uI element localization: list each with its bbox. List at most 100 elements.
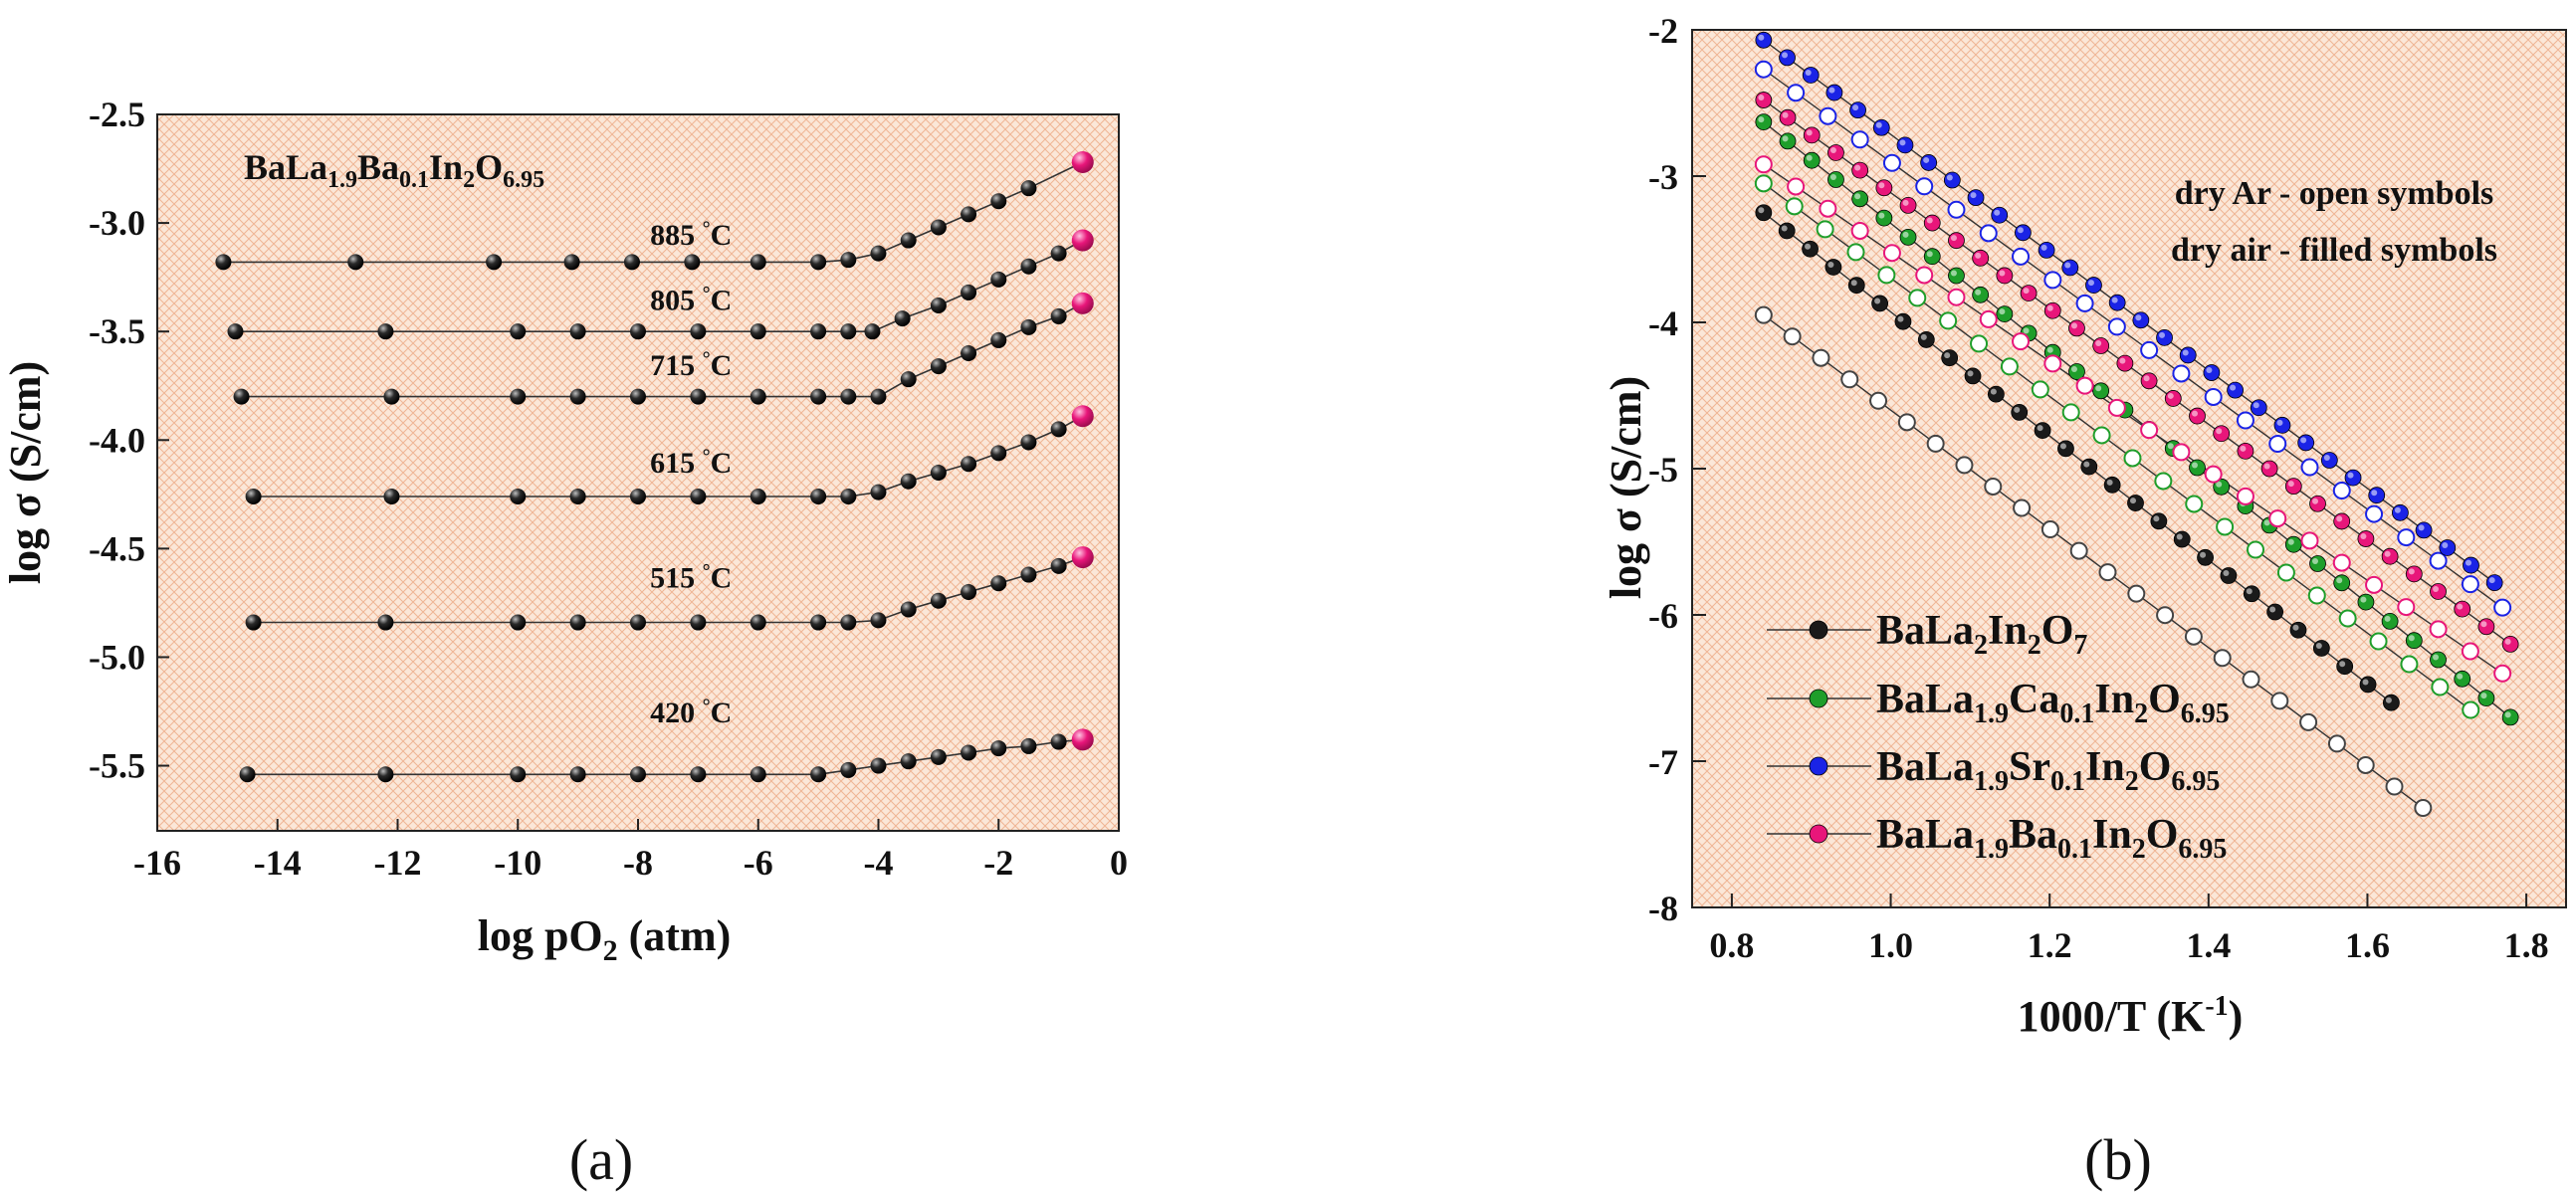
data-point-air (1803, 126, 1821, 144)
point-highlight (2240, 445, 2247, 452)
data-point-ar (2156, 606, 2175, 625)
data-point-air (2485, 574, 2503, 592)
data-point-ar (1787, 84, 1806, 102)
data-point-air (2068, 319, 2085, 337)
data-point-ar (1915, 266, 1934, 285)
data-point (690, 323, 707, 340)
data-point-ar (1754, 155, 1773, 174)
legend-label: BaLa1.9Ca0.1In2O6.95 (1876, 677, 2230, 729)
point-highlight (2059, 443, 2066, 450)
point-highlight (2287, 481, 2294, 488)
point-highlight (1758, 116, 1765, 123)
point-highlight (2336, 577, 2343, 584)
point-highlight (2083, 461, 2090, 468)
data-point-air (2020, 285, 2038, 302)
data-point-air (2043, 301, 2061, 319)
data-point-air (1778, 222, 1796, 240)
data-point (840, 323, 857, 340)
data-point-air (2173, 530, 2191, 548)
data-point (870, 484, 887, 500)
data-point-air (2309, 495, 2326, 512)
point-highlight (1874, 298, 1881, 304)
data-point (569, 323, 586, 340)
data-point (569, 766, 586, 783)
highlight-point (1071, 728, 1094, 751)
data-point-ar (2332, 553, 2351, 572)
data-point-ar (2300, 531, 2319, 550)
data-point-air (1803, 151, 1821, 169)
data-point (810, 614, 827, 631)
data-point-air (2312, 640, 2330, 657)
data-point-ar (2154, 472, 2173, 491)
data-point-air (2336, 658, 2354, 676)
point-highlight (2037, 425, 2043, 432)
data-point-ar (1819, 199, 1837, 218)
data-point-ar (2040, 520, 2059, 539)
data-point-air (1894, 312, 1912, 330)
data-point-air (2344, 469, 2362, 487)
data-point (690, 614, 707, 631)
data-point-air (2092, 337, 2110, 354)
data-point (569, 489, 586, 504)
data-point-air (1872, 118, 1890, 136)
point-highlight (2046, 346, 2053, 353)
point-highlight (2504, 711, 2511, 718)
point-highlight (1854, 164, 1861, 171)
data-point-air (2415, 521, 2433, 539)
data-point (961, 345, 977, 361)
point-highlight (2300, 437, 2307, 444)
data-point-ar (1915, 177, 1934, 196)
data-point (900, 473, 917, 490)
data-point-air (2392, 503, 2409, 521)
point-highlight (2200, 551, 2207, 558)
data-point (227, 323, 244, 340)
data-point-air (2092, 382, 2110, 400)
data-point-ar (2236, 487, 2254, 505)
data-point-air (2284, 478, 2302, 496)
data-point (894, 310, 911, 327)
data-point-air (2454, 600, 2471, 618)
data-point (810, 254, 827, 271)
data-point-air (2150, 512, 2168, 530)
x-axis-title-b: 1000/T (K-1) (2018, 991, 2244, 1041)
data-point-ar (1882, 244, 1901, 263)
data-point-air (2011, 403, 2029, 421)
data-point-ar (2429, 620, 2448, 639)
x-tick-label: -12 (374, 843, 422, 883)
panel-label-b: (b) (2084, 1127, 2152, 1192)
point-highlight (2087, 280, 2094, 287)
point-highlight (2385, 697, 2392, 703)
point-highlight (1899, 139, 1906, 146)
point-highlight (2336, 515, 2343, 522)
data-point-ar (2013, 498, 2032, 517)
data-point-ar (2127, 584, 2146, 603)
point-highlight (2223, 570, 2230, 577)
data-point-ar (1846, 243, 1865, 262)
point-highlight (2362, 679, 2369, 686)
data-point-air (1827, 144, 1844, 161)
x-tick-label: 1.8 (2504, 925, 2549, 965)
data-point-air (1779, 49, 1796, 67)
data-point-air (2156, 328, 2173, 346)
data-point-ar (1840, 370, 1859, 389)
point-highlight (2457, 673, 2464, 680)
annotation-dry-ar: dry Ar - open symbols (2175, 175, 2494, 212)
data-point-ar (2431, 678, 2450, 697)
data-point-air (1923, 214, 1941, 232)
point-highlight (2095, 385, 2102, 392)
point-highlight (1970, 192, 1977, 199)
data-point-ar (1908, 289, 1927, 307)
data-point-air (2197, 548, 2214, 566)
data-point (569, 388, 586, 405)
data-point-air (2454, 670, 2471, 688)
data-point-ar (2172, 443, 2191, 462)
data-point-air (2179, 346, 2197, 364)
data-point-ar (2461, 642, 2479, 661)
point-highlight (2230, 384, 2237, 391)
point-highlight (2014, 406, 2021, 413)
data-point (1020, 566, 1037, 583)
data-point-ar (2338, 609, 2357, 628)
point-highlight (2360, 596, 2367, 603)
point-highlight (2384, 550, 2391, 557)
x-tick-label: -16 (133, 843, 181, 883)
